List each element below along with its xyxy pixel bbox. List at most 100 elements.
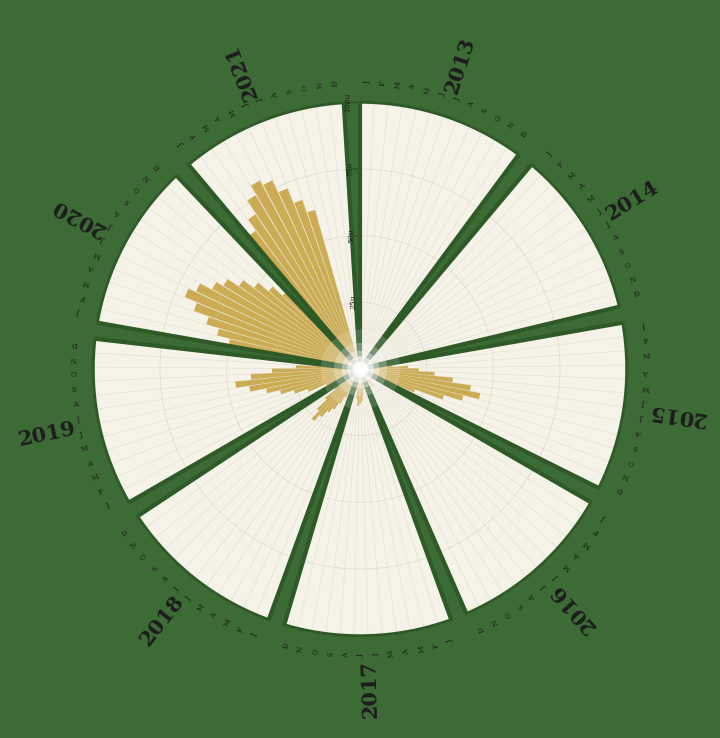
Bar [357,369,360,382]
Bar [296,365,360,369]
Bar [360,369,364,387]
Bar [279,188,360,369]
Bar [360,369,368,376]
Text: J: J [364,81,372,84]
Bar [320,369,360,417]
Text: F: F [379,80,387,86]
Text: S: S [632,443,639,452]
Text: S: S [285,88,294,94]
Text: J: J [596,207,603,216]
Bar [360,362,369,369]
Bar [333,369,360,410]
Text: M: M [201,122,212,132]
Text: F: F [189,131,199,139]
Text: 100u: 100u [343,93,352,112]
Bar [360,365,392,369]
Text: F: F [592,527,600,537]
Text: 2020: 2020 [48,195,109,240]
Text: F: F [97,487,105,497]
Text: 75u: 75u [346,162,354,176]
Text: A: A [209,611,219,620]
Text: A: A [467,101,476,108]
Bar [359,369,361,404]
Text: D: D [519,129,529,139]
Text: J: J [101,236,107,244]
Bar [249,369,360,392]
Bar [239,280,360,369]
Text: N: N [296,646,305,653]
Bar [360,369,370,379]
Text: A: A [611,233,619,243]
Bar [360,360,377,369]
Text: J: J [601,514,608,523]
Bar [360,369,480,399]
Bar [194,303,360,369]
Bar [360,369,453,382]
Text: M: M [92,249,102,259]
Text: D: D [616,485,624,495]
Bar [360,365,381,369]
Text: N: N [507,121,517,131]
Text: A: A [577,182,586,192]
Bar [356,369,360,399]
Text: J: J [78,430,84,439]
Text: A: A [86,459,94,469]
Text: S: S [618,247,626,256]
Bar [360,362,372,369]
Bar [272,368,360,373]
Text: J: J [643,399,647,407]
Text: O: O [132,184,142,194]
Bar [235,369,360,387]
Text: A: A [73,401,78,409]
Text: F: F [557,160,566,169]
Bar [360,369,364,390]
Text: S: S [71,385,77,394]
Text: J: J [357,654,365,657]
Bar [360,369,395,385]
Bar [360,364,361,369]
Text: F: F [642,337,648,346]
Text: J: J [541,584,549,592]
Text: M: M [417,644,426,654]
Bar [351,369,360,392]
Text: A: A [271,92,280,99]
Text: S: S [123,196,132,206]
Bar [360,369,373,386]
Text: 2021: 2021 [221,41,261,103]
Bar [294,369,360,393]
Bar [360,367,361,369]
Bar [360,369,372,384]
Text: J: J [640,413,644,422]
Bar [360,367,361,369]
Text: M: M [228,107,238,117]
Text: J: J [243,103,251,108]
Bar [212,282,360,369]
Bar [254,283,360,369]
Bar [307,210,360,369]
Text: O: O [503,610,513,619]
Text: 2018: 2018 [136,591,188,649]
Text: A: A [88,263,96,272]
Bar [360,366,408,369]
Text: M: M [582,539,593,549]
Bar [360,365,364,369]
Bar [358,369,360,377]
Text: 2013: 2013 [441,34,479,96]
Bar [360,362,363,369]
Text: J: J [77,308,81,316]
Text: M: M [393,80,402,89]
Bar [283,292,360,369]
Text: S: S [516,602,526,610]
Bar [360,369,363,401]
Text: M: M [82,277,91,287]
Bar [360,369,435,376]
Bar [325,369,360,399]
Text: N: N [490,617,500,627]
Bar [207,317,360,369]
Text: N: N [629,275,636,285]
Bar [360,369,364,396]
Text: J: J [438,92,447,97]
Text: M: M [642,353,650,361]
Bar [360,369,415,392]
Text: D: D [282,642,290,649]
